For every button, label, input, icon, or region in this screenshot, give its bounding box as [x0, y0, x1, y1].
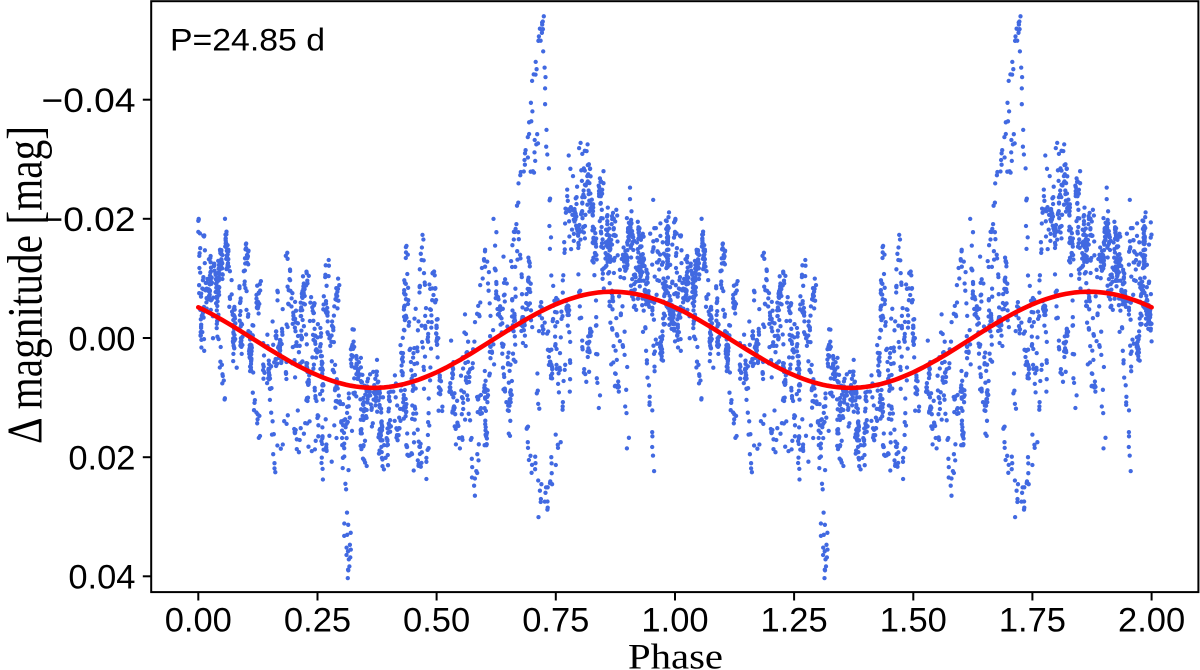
- svg-text:0.02: 0.02: [68, 440, 135, 478]
- svg-text:1.50: 1.50: [880, 602, 947, 640]
- svg-text:Δ magnitude [mag]: Δ magnitude [mag]: [0, 126, 53, 444]
- svg-text:0.00: 0.00: [165, 602, 232, 640]
- svg-text:0.25: 0.25: [284, 602, 351, 640]
- svg-text:−0.02: −0.02: [42, 201, 136, 239]
- svg-text:P=24.85 d: P=24.85 d: [170, 22, 325, 58]
- svg-text:Phase: Phase: [628, 637, 723, 670]
- svg-text:−0.04: −0.04: [42, 82, 136, 120]
- svg-text:0.50: 0.50: [403, 602, 470, 640]
- svg-text:0.04: 0.04: [68, 559, 135, 597]
- svg-text:1.25: 1.25: [761, 602, 828, 640]
- svg-text:1.75: 1.75: [999, 602, 1066, 640]
- svg-text:0.00: 0.00: [68, 320, 135, 358]
- svg-text:2.00: 2.00: [1118, 602, 1185, 640]
- svg-text:1.00: 1.00: [641, 602, 708, 640]
- svg-text:0.75: 0.75: [522, 602, 589, 640]
